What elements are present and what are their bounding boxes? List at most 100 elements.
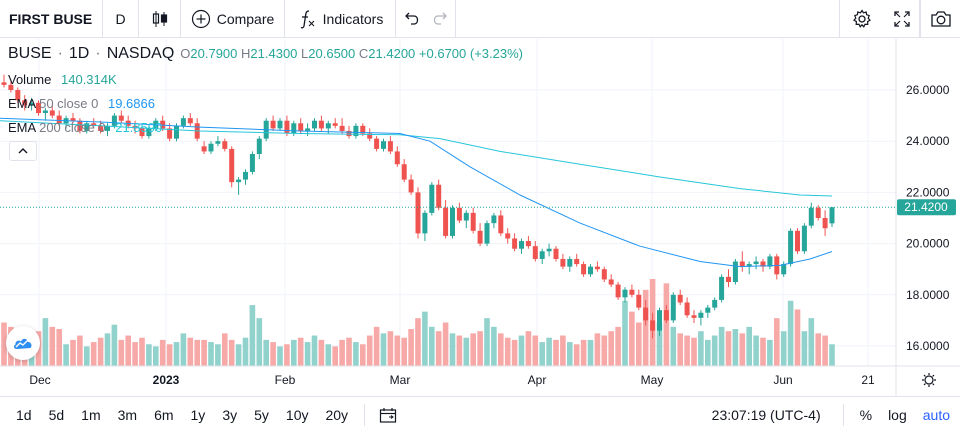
fullscreen-icon — [893, 10, 910, 27]
low-label: L — [301, 46, 309, 61]
volume-bar — [63, 344, 69, 366]
volume-bar — [256, 318, 263, 366]
volume-bar — [539, 342, 545, 366]
symbol-search-button[interactable]: FIRST BUSE — [0, 0, 103, 38]
range-button-1y[interactable]: 1y — [190, 407, 206, 423]
range-button-1m[interactable]: 1m — [81, 407, 101, 423]
legend-interval: 1D — [68, 45, 90, 62]
volume-bar — [277, 346, 283, 366]
go-to-date-button[interactable] — [373, 407, 403, 423]
volume-bar — [711, 335, 718, 366]
range-button-1d[interactable]: 1d — [16, 407, 32, 423]
volume-bar — [97, 337, 104, 366]
indicator-params: 200 close 0 — [39, 120, 106, 135]
candle-body — [91, 123, 97, 126]
volume-bar — [504, 337, 511, 366]
volume-bar — [484, 318, 490, 366]
compare-button[interactable]: Compare — [181, 0, 285, 38]
indicator-ema-50[interactable]: EMA 50 close 0 19.6866 — [8, 96, 155, 111]
tradingview-logo-button[interactable] — [6, 326, 40, 360]
range-button-3m[interactable]: 3m — [117, 407, 138, 423]
volume-bar — [829, 344, 835, 366]
volume-bar — [725, 331, 732, 366]
range-button-20y[interactable]: 20y — [325, 407, 349, 423]
low-value: 20.6500 — [308, 46, 356, 61]
volume-bar — [760, 337, 766, 366]
volume-bar — [815, 333, 821, 366]
range-button-6m[interactable]: 6m — [154, 407, 174, 423]
legend-dot-2: · — [95, 45, 101, 62]
range-button-3y[interactable]: 3y — [222, 407, 238, 423]
interval-button[interactable]: D — [103, 0, 139, 38]
volume-bar — [408, 329, 414, 366]
calendar-icon — [379, 408, 397, 423]
volume-bar — [291, 339, 297, 366]
log-scale-toggle[interactable]: log — [888, 407, 907, 423]
volume-bar — [629, 311, 635, 366]
volume-bar — [532, 335, 539, 366]
range-button-5d[interactable]: 5d — [48, 407, 65, 423]
candle-body — [567, 258, 573, 267]
percent-scale-toggle[interactable]: % — [859, 407, 873, 423]
volume-bar — [491, 326, 497, 366]
indicator-volume[interactable]: Volume 140.314K — [8, 72, 117, 87]
redo-icon[interactable] — [433, 12, 449, 26]
indicators-button[interactable]: Indicators — [285, 0, 396, 38]
candle-body — [84, 123, 90, 131]
candle-body — [332, 123, 338, 126]
undo-redo-group — [396, 0, 456, 38]
price-tick-label: 22.0000 — [906, 185, 950, 199]
gear-icon — [853, 8, 871, 28]
settings-button[interactable] — [840, 0, 884, 38]
fullscreen-button[interactable] — [884, 0, 920, 38]
chart-type-button[interactable] — [139, 0, 181, 38]
candle-body — [339, 125, 345, 131]
volume-bar — [767, 339, 773, 366]
chart-legend: BUSE · 1D · NASDAQ O20.7900 H21.4300 L20… — [8, 45, 523, 63]
volume-bar — [801, 331, 808, 366]
range-button-10y[interactable]: 10y — [285, 407, 309, 423]
candle-body — [360, 125, 366, 134]
volume-bar — [449, 333, 456, 366]
undo-icon[interactable] — [403, 12, 419, 26]
chart-canvas[interactable]: 26.0000 24.0000 22.0000 20.0000 18.0000 16.00… — [0, 39, 960, 396]
candle-body — [401, 164, 407, 180]
candle-body — [732, 261, 738, 282]
candle-body — [305, 128, 311, 131]
indicator-value: 21.8590 — [115, 120, 163, 135]
ema-200-line — [0, 120, 833, 197]
volume-bar — [194, 339, 200, 366]
volume-bar — [739, 333, 746, 366]
volume-bar — [401, 337, 407, 366]
volume-bar — [518, 335, 525, 366]
candle-body — [705, 307, 711, 313]
candle-body — [532, 246, 538, 259]
candle-body — [111, 115, 117, 126]
candle-body — [243, 171, 248, 180]
volume-bar — [187, 337, 194, 366]
volume-bar — [691, 337, 697, 366]
volume-bar — [284, 344, 290, 366]
snapshot-button[interactable] — [920, 0, 960, 38]
range-button-5y[interactable]: 5y — [254, 407, 269, 423]
candle-body — [684, 302, 690, 316]
collapse-legend-button[interactable] — [9, 141, 37, 161]
volume-bar — [366, 335, 373, 366]
indicators-label: Indicators — [322, 10, 384, 27]
volume-bar — [794, 309, 801, 366]
candle-body — [146, 128, 152, 137]
volume-bar — [42, 318, 49, 366]
auto-scale-toggle[interactable]: auto — [922, 407, 950, 423]
candle-body — [29, 102, 35, 106]
indicator-ema-200[interactable]: EMA 200 close 0 21.8590 — [8, 120, 162, 135]
volume-bar — [304, 342, 311, 366]
time-axis-settings-icon[interactable] — [922, 373, 936, 387]
candle-body — [139, 128, 145, 137]
bottom-right-group: 23:07:19 (UTC-4) % log auto — [712, 397, 960, 433]
volume-bar — [387, 331, 394, 366]
candle-body — [788, 230, 794, 265]
candle-body — [291, 123, 297, 134]
candle-body — [822, 218, 828, 229]
clock-timezone[interactable]: 23:07:19 (UTC-4) — [711, 407, 821, 423]
legend-ohlc: O20.7900 H21.4300 L20.6500 C21.4200 +0.6… — [180, 46, 523, 61]
